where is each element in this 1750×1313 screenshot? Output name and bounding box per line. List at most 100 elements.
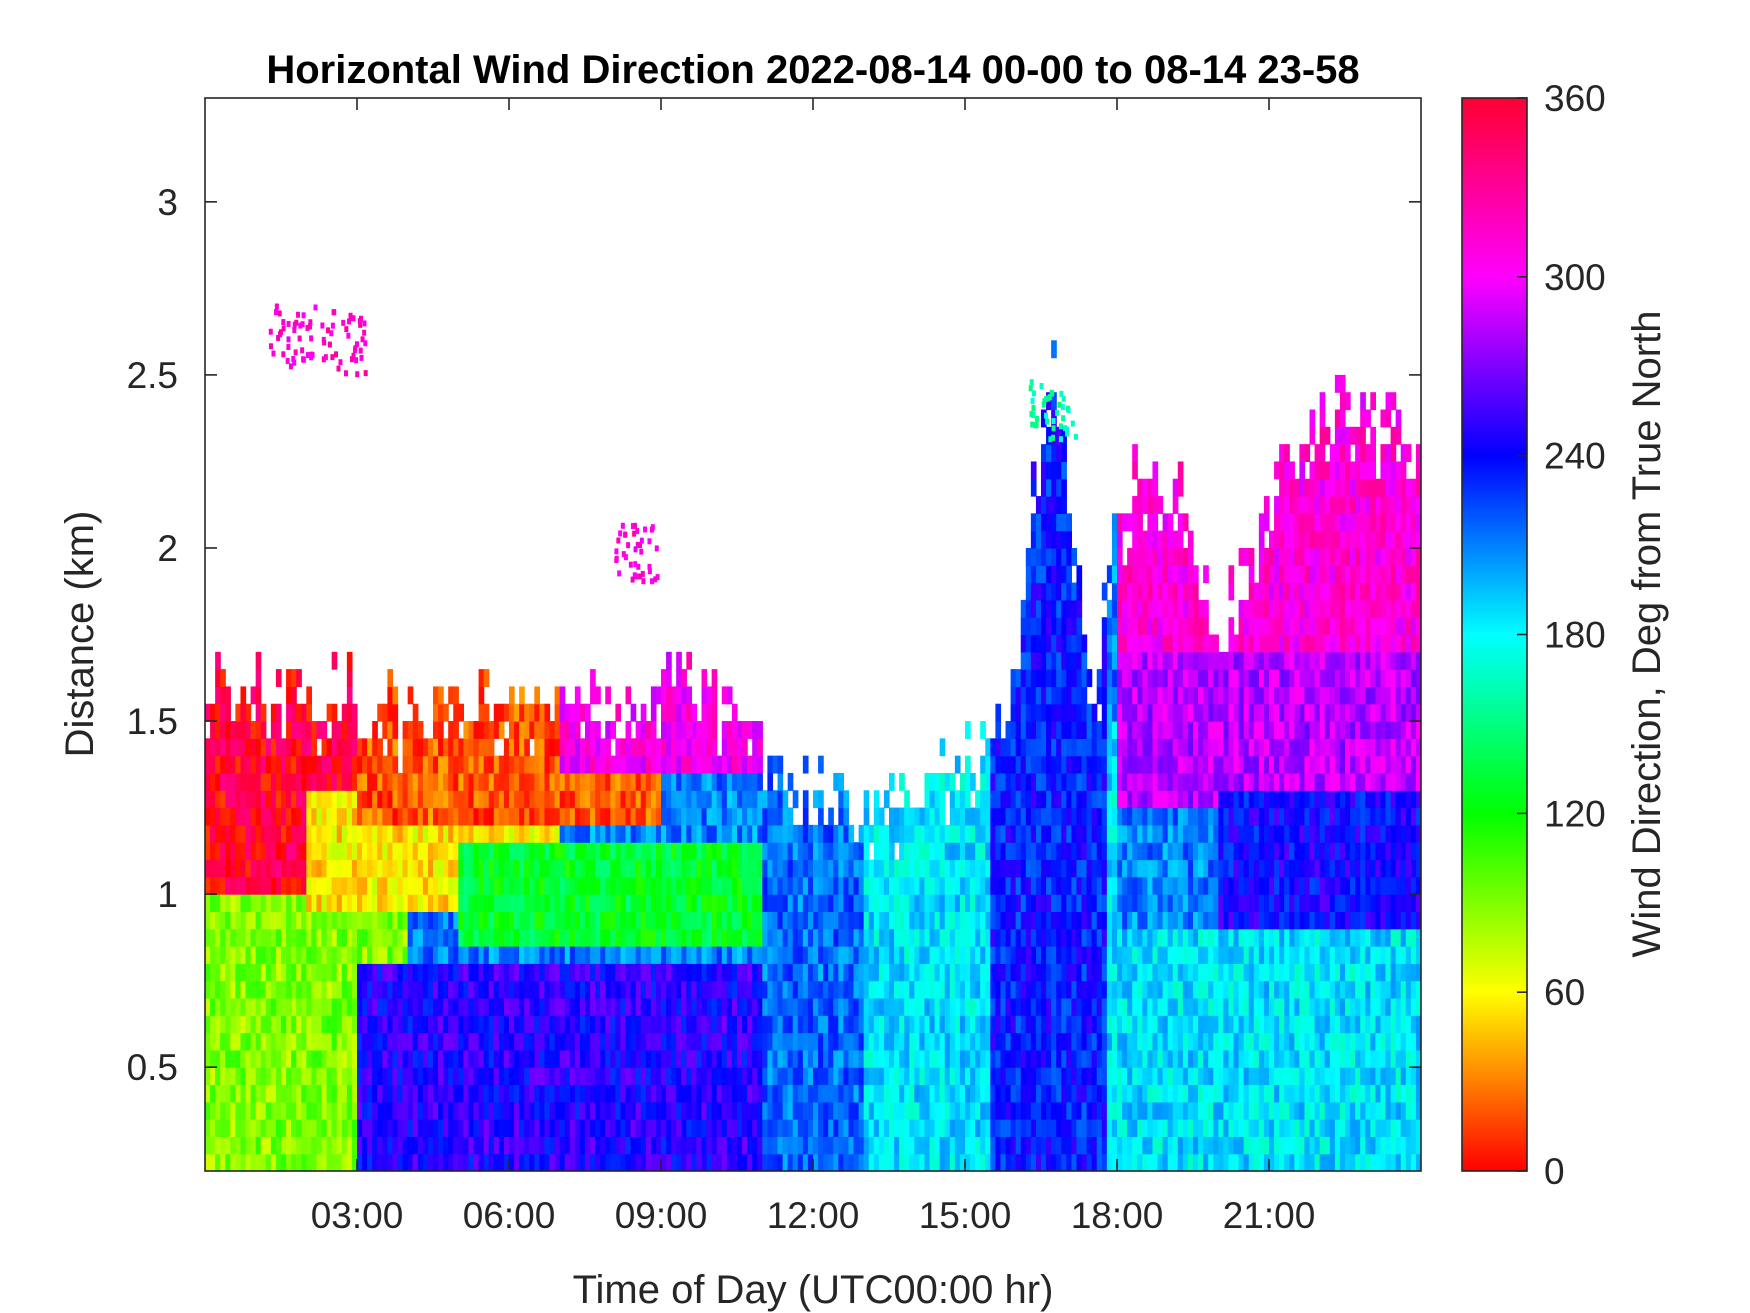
heatmap-cell bbox=[980, 1119, 986, 1137]
heatmap-cell bbox=[448, 1153, 454, 1171]
heatmap-cell bbox=[655, 1101, 662, 1120]
heatmap-cell bbox=[245, 876, 252, 895]
heatmap-cell bbox=[1046, 1153, 1052, 1171]
heatmap-cell bbox=[686, 842, 692, 861]
heatmap-cell bbox=[438, 876, 444, 895]
heatmap-cell bbox=[1010, 686, 1017, 705]
heatmap-cell bbox=[503, 946, 510, 964]
heatmap-cell bbox=[367, 894, 373, 913]
heatmap-cell bbox=[752, 842, 758, 861]
heatmap-cell bbox=[392, 997, 399, 1016]
heatmap-cell bbox=[1117, 738, 1123, 757]
heatmap-cell bbox=[341, 911, 348, 930]
heatmap-cell bbox=[260, 842, 267, 861]
heatmap-cell bbox=[818, 755, 824, 774]
heatmap-cell bbox=[270, 790, 277, 809]
heatmap-cell bbox=[883, 1015, 890, 1034]
heatmap-cell bbox=[828, 963, 834, 982]
heatmap-cell bbox=[326, 1084, 333, 1103]
heatmap-cell bbox=[367, 1136, 373, 1155]
heatmap-cell bbox=[362, 790, 368, 809]
heatmap-cell bbox=[1035, 842, 1042, 861]
heatmap-cell bbox=[326, 790, 333, 809]
heatmap-cell bbox=[909, 1015, 915, 1034]
heatmap-cell bbox=[737, 824, 743, 843]
heatmap-cell bbox=[1046, 703, 1052, 722]
heatmap-cell bbox=[590, 1084, 596, 1103]
heatmap-cell bbox=[1030, 617, 1037, 636]
heatmap-cell bbox=[914, 1015, 920, 1034]
heatmap-cell bbox=[1127, 980, 1133, 999]
heatmap-cell bbox=[838, 807, 844, 826]
heatmap-cell bbox=[883, 997, 890, 1016]
heatmap-cell bbox=[438, 842, 444, 861]
heatmap-cell bbox=[1132, 634, 1138, 653]
heatmap-cell bbox=[443, 928, 449, 947]
heatmap-cell bbox=[1076, 928, 1083, 947]
heatmap-cell bbox=[331, 842, 338, 861]
heatmap-cell bbox=[807, 980, 814, 999]
heatmap-cell bbox=[666, 1032, 672, 1051]
heatmap-cell bbox=[554, 842, 561, 861]
heatmap-cell bbox=[1122, 824, 1128, 843]
heatmap-cell bbox=[954, 963, 961, 982]
heatmap-cell bbox=[367, 1084, 373, 1103]
heatmap-cell bbox=[878, 1032, 885, 1051]
heatmap-cell bbox=[671, 703, 677, 722]
heatmap-cell bbox=[402, 1101, 409, 1120]
heatmap-cell bbox=[985, 772, 991, 791]
heatmap-cell bbox=[1117, 1049, 1123, 1068]
heatmap-cell bbox=[904, 1049, 910, 1068]
heatmap-cell bbox=[990, 1153, 996, 1171]
heatmap-cell bbox=[524, 997, 530, 1016]
heatmap-cell bbox=[341, 1153, 348, 1171]
heatmap-cell bbox=[1020, 686, 1027, 705]
heatmap-cell bbox=[407, 1049, 414, 1068]
heatmap-cell bbox=[1041, 824, 1047, 843]
heatmap-cell bbox=[316, 876, 323, 895]
heatmap-cell bbox=[427, 1084, 434, 1103]
heatmap-cell bbox=[549, 1015, 556, 1034]
heatmap-cell bbox=[549, 894, 556, 913]
heatmap-cell bbox=[650, 824, 657, 843]
heatmap-cell bbox=[747, 1084, 753, 1103]
heatmap-cell bbox=[757, 1067, 763, 1086]
heatmap-cell bbox=[281, 772, 287, 791]
heatmap-cell bbox=[666, 928, 672, 947]
heatmap-cell bbox=[488, 1101, 495, 1120]
heatmap-cell bbox=[1111, 703, 1118, 722]
heatmap-cell bbox=[387, 928, 394, 947]
heatmap-cell bbox=[878, 963, 885, 982]
heatmap-cell bbox=[392, 1049, 399, 1068]
heatmap-cell bbox=[767, 1119, 774, 1137]
heatmap-cell bbox=[686, 1136, 692, 1155]
heatmap-cell bbox=[1122, 1049, 1128, 1068]
heatmap-cell bbox=[635, 1067, 642, 1086]
heatmap-cell bbox=[843, 1067, 850, 1086]
heatmap-cell bbox=[215, 651, 221, 670]
heatmap-cell bbox=[382, 1136, 388, 1155]
heatmap-cell bbox=[1046, 444, 1052, 463]
heatmap-cell bbox=[716, 1101, 723, 1120]
heatmap-cell bbox=[230, 1032, 236, 1051]
heatmap-cell bbox=[833, 997, 839, 1016]
heatmap-cell bbox=[210, 772, 216, 791]
heatmap-cell bbox=[726, 790, 733, 809]
heatmap-cell bbox=[549, 1101, 556, 1120]
heatmap-cell bbox=[554, 1084, 561, 1103]
heatmap-cell bbox=[949, 894, 956, 913]
heatmap-cell bbox=[681, 859, 687, 878]
heatmap-cell bbox=[585, 1153, 591, 1171]
heatmap-cell bbox=[1041, 651, 1047, 670]
heatmap-cell bbox=[676, 772, 682, 791]
heatmap-cell bbox=[762, 911, 768, 930]
heatmap-cell bbox=[362, 1084, 368, 1103]
heatmap-cell bbox=[899, 1015, 905, 1034]
heatmap-cell bbox=[848, 1015, 855, 1034]
heatmap-cell bbox=[787, 911, 794, 930]
heatmap-cell bbox=[924, 1049, 931, 1068]
heatmap-cell bbox=[1117, 1084, 1123, 1103]
heatmap-cell bbox=[509, 946, 515, 964]
heatmap-cell bbox=[721, 755, 728, 774]
heatmap-cell bbox=[569, 842, 576, 861]
